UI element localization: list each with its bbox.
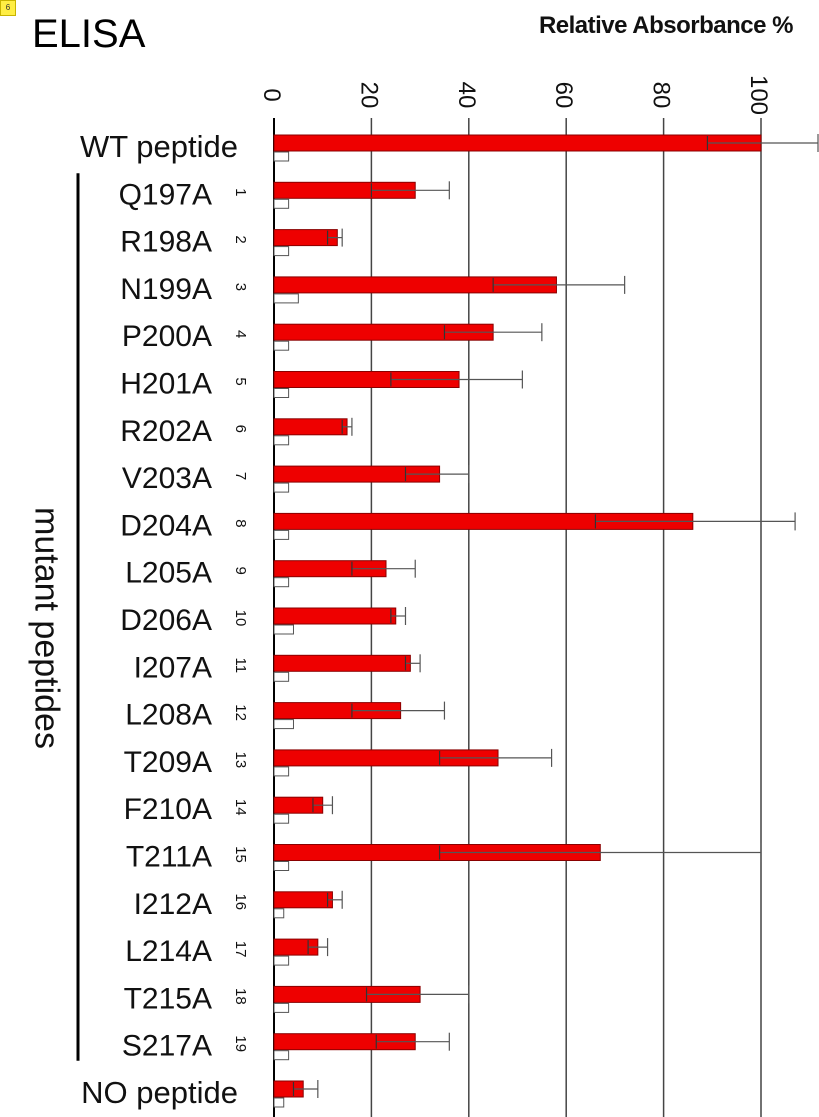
category-label: V203A [122,462,212,495]
category-index: 9 [232,567,249,575]
category-index: 8 [232,519,249,527]
category-label: T209A [124,746,212,779]
reference-bar [273,388,290,398]
category-label: L208A [125,699,212,732]
category-index: 19 [232,1035,249,1052]
reference-bar [273,293,299,304]
category-label: T215A [124,982,212,1015]
category-index: 2 [232,235,249,243]
category-label: Q197A [119,178,212,211]
x-tick-label: 0 [258,88,285,101]
category-label: WT peptide [80,129,238,164]
category-label: H201A [120,368,212,401]
x-tick-label: 80 [648,82,675,109]
bar [273,654,411,672]
panel-badge: 6 [0,0,16,16]
chart-title: ELISA [32,12,146,56]
category-label: NO peptide [81,1075,238,1110]
category-label: N199A [120,273,212,306]
reference-bar [273,719,294,730]
reference-bar [273,908,285,919]
category-index: 11 [232,658,249,674]
bar [273,134,762,152]
category-index: 14 [232,799,249,816]
category-label: I207A [134,651,212,684]
x-tick-label: 40 [453,82,480,109]
category-label: R202A [120,415,212,448]
category-index: 15 [232,846,249,863]
reference-bar [273,1097,285,1108]
category-index: 6 [232,425,249,433]
x-tick-label: 100 [745,75,772,115]
category-index: 12 [232,704,249,721]
category-label: D204A [120,509,212,542]
bar [273,418,348,436]
category-label: D206A [120,604,212,637]
category-index: 7 [232,472,249,480]
reference-bar [273,340,290,351]
category-index: 18 [232,988,249,1005]
category-label: P200A [122,320,212,353]
reference-bar [273,435,290,446]
bar [273,607,397,625]
reference-bar [273,813,290,824]
category-label: I212A [134,888,212,921]
reference-bar [273,577,290,588]
category-label: S217A [122,1030,212,1063]
category-label: L214A [125,935,212,968]
reference-bar [273,671,290,682]
reference-bar [273,1002,290,1013]
reference-bar [273,246,290,257]
category-index: 13 [232,752,249,769]
reference-bar [273,766,290,777]
category-label: R198A [120,226,212,259]
category-index: 4 [232,330,249,338]
reference-bar [273,151,290,162]
category-label: T211A [126,841,212,874]
reference-bar [273,861,290,871]
x-axis-title: Relative Absorbance % [538,12,794,39]
reference-bar [273,624,294,635]
category-index: 16 [232,893,249,910]
category-index: 10 [232,610,249,627]
category-index: 17 [232,941,249,958]
bar [273,891,333,909]
category-label: L205A [125,557,212,590]
reference-bar [273,482,290,493]
category-index: 3 [232,283,249,291]
category-label: F210A [124,793,212,826]
reference-bar [273,198,290,209]
category-index: 1 [232,188,249,196]
x-tick-label: 20 [355,82,382,109]
x-tick-label: 60 [550,82,577,109]
reference-bar [273,1050,290,1061]
category-index: 5 [232,377,249,385]
reference-bar [273,529,290,540]
reference-bar [273,955,290,966]
